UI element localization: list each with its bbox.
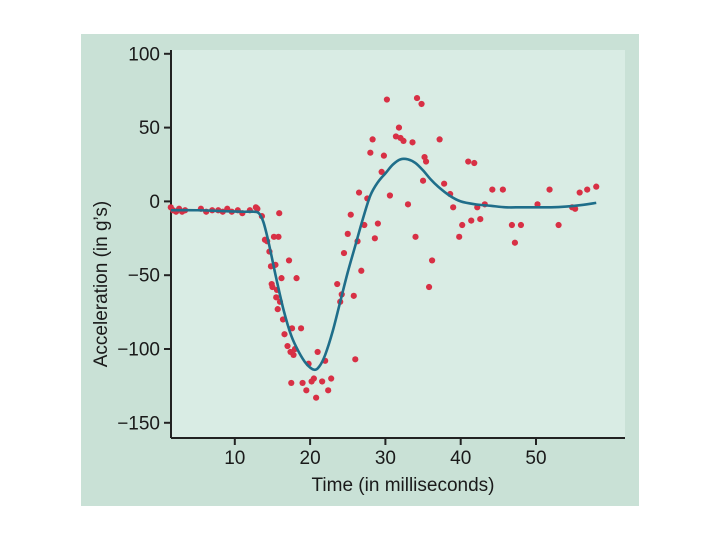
data-point [383,96,391,103]
data-point [546,186,553,193]
data-point [477,216,484,223]
y-tick-label: −50 [128,266,160,287]
data-point [334,280,341,288]
data-point [508,221,516,229]
data-point [450,204,457,211]
data-point [456,233,463,240]
data-point [395,124,403,131]
data-point [534,201,541,208]
data-point [358,267,365,274]
data-point [352,356,359,363]
data-point [471,159,478,167]
figure-background: 100 50 0 −50 −100 −150 10 20 30 40 50 Time (in mil… [81,34,639,506]
data-point [328,375,335,382]
data-point [374,220,381,227]
data-point [378,168,385,175]
data-point [369,136,376,143]
data-point [299,379,306,387]
data-point [281,331,288,338]
data-point [288,379,295,387]
data-point [355,189,363,196]
y-tick-label: −150 [117,413,160,434]
data-point [459,221,466,229]
data-point [380,152,387,159]
y-tick-label: −100 [117,340,160,361]
data-point [275,233,282,240]
y-axis-title: Acceleration (in g’s) [91,201,112,368]
x-axis-title: Time (in milliseconds) [312,475,495,496]
x-tick-label: 40 [450,448,471,469]
data-point [297,325,305,332]
data-point [344,230,351,237]
data-point [517,221,525,229]
data-point [350,292,357,299]
data-point [419,177,427,184]
data-point [310,375,317,382]
data-point [400,137,407,144]
data-point [254,205,261,212]
data-point [428,257,436,264]
y-tick-label: 50 [139,118,160,139]
data-point [269,283,276,291]
data-point [313,394,320,401]
x-tick-label: 10 [224,448,245,469]
ticks: 100 50 0 −50 −100 −150 10 20 30 40 50 [117,44,546,469]
data-point [371,235,378,242]
data-point [409,139,416,146]
data-point [303,387,310,394]
x-tick-label: 20 [300,448,321,469]
data-point [325,387,332,394]
data-point [284,342,291,350]
data-point [285,257,293,264]
data-point [314,348,321,356]
data-point [273,294,280,301]
data-point [593,183,600,190]
data-point [270,233,278,240]
data-point [489,186,496,193]
data-point [404,201,412,208]
data-point [576,189,583,196]
data-point [422,158,430,165]
data-point [276,210,283,217]
data-point [436,136,443,143]
data-point [468,217,475,224]
data-point [418,100,425,108]
data-point [441,180,448,187]
data-point [367,149,374,156]
data-point [465,158,472,165]
x-tick-label: 50 [525,448,546,469]
fit-curve [170,157,597,372]
data-point [293,275,300,282]
data-point [340,249,348,257]
data-point [425,283,433,291]
axes [170,50,625,439]
data-point [347,211,354,218]
data-point [386,192,394,199]
x-tick-label: 30 [375,448,396,469]
y-tick-label: 0 [149,192,160,213]
scatter-chart: 100 50 0 −50 −100 −150 10 20 30 40 50 Time (in mil… [91,44,625,496]
data-point [584,186,591,193]
plot-area [171,50,625,438]
data-point [499,186,506,193]
data-point [274,306,281,313]
data-point [290,351,297,359]
data-point [413,94,421,102]
y-tick-label: 100 [128,44,160,65]
data-point [555,221,562,229]
data-point [511,239,519,246]
data-point [319,378,326,385]
data-point [278,275,285,282]
data-point [412,233,419,240]
